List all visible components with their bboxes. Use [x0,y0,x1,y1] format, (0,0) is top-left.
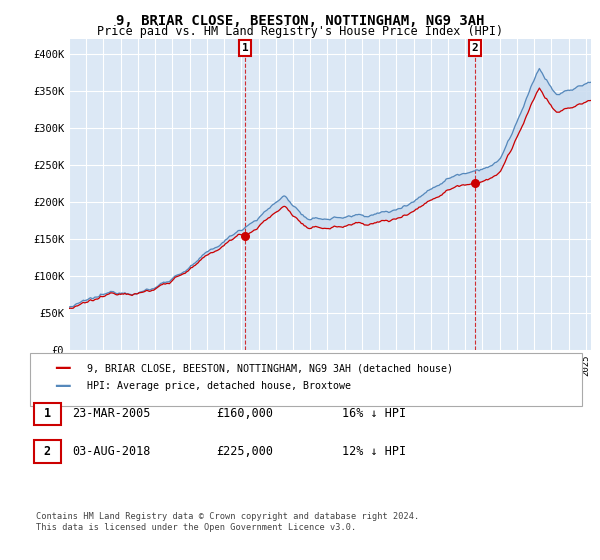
Text: Price paid vs. HM Land Registry's House Price Index (HPI): Price paid vs. HM Land Registry's House … [97,25,503,38]
Text: 9, BRIAR CLOSE, BEESTON, NOTTINGHAM, NG9 3AH (detached house): 9, BRIAR CLOSE, BEESTON, NOTTINGHAM, NG9… [87,363,453,374]
Text: HPI: Average price, detached house, Broxtowe: HPI: Average price, detached house, Brox… [87,381,351,391]
Point [470,179,480,188]
Text: 23-MAR-2005: 23-MAR-2005 [72,407,151,421]
Text: 2: 2 [44,445,51,458]
Text: 03-AUG-2018: 03-AUG-2018 [72,445,151,458]
Text: 16% ↓ HPI: 16% ↓ HPI [342,407,406,421]
Text: £160,000: £160,000 [216,407,273,421]
Text: —: — [54,377,71,395]
Text: 1: 1 [242,43,248,53]
Point [240,231,250,240]
Text: —: — [54,360,71,377]
Text: Contains HM Land Registry data © Crown copyright and database right 2024.
This d: Contains HM Land Registry data © Crown c… [36,512,419,532]
Text: 12% ↓ HPI: 12% ↓ HPI [342,445,406,458]
Text: 9, BRIAR CLOSE, BEESTON, NOTTINGHAM, NG9 3AH: 9, BRIAR CLOSE, BEESTON, NOTTINGHAM, NG9… [116,14,484,28]
Text: 2: 2 [472,43,479,53]
Text: £225,000: £225,000 [216,445,273,458]
Text: 1: 1 [44,407,51,421]
